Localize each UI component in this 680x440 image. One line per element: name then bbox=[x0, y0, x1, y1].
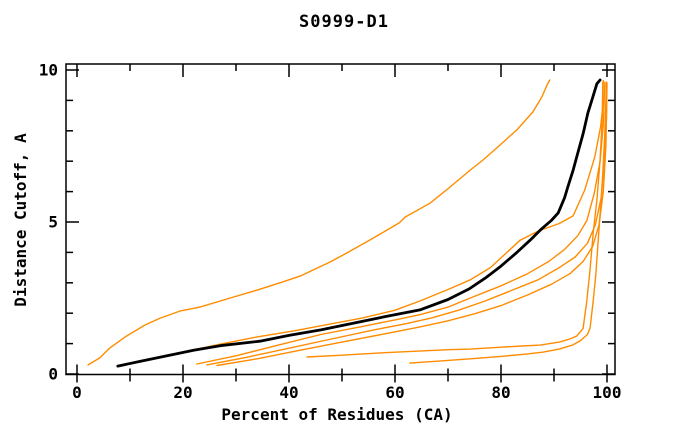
chart-title: S0999-D1 bbox=[299, 12, 389, 32]
data-curves bbox=[87, 78, 608, 368]
axis-ticks bbox=[66, 64, 615, 383]
x-tick-label: 80 bbox=[491, 383, 510, 402]
x-tick-label: 0 bbox=[72, 383, 82, 402]
model-curve-2 bbox=[117, 79, 604, 368]
y-tick-label: 10 bbox=[39, 61, 58, 80]
x-tick-label: 60 bbox=[385, 383, 404, 402]
x-axis-label: Percent of Residues (CA) bbox=[221, 405, 452, 424]
highlighted-model-curve bbox=[116, 78, 602, 368]
x-tick-label: 40 bbox=[279, 383, 298, 402]
plot-border bbox=[65, 63, 616, 376]
x-tick-label: 20 bbox=[173, 383, 192, 402]
y-axis-label: Distance Cutoff, A bbox=[11, 133, 30, 307]
y-tick-label: 0 bbox=[48, 365, 58, 384]
model-curve-flat-1 bbox=[306, 81, 604, 358]
model-curve-3 bbox=[196, 81, 606, 365]
y-tick-label: 5 bbox=[48, 213, 58, 232]
model-curve-steep bbox=[87, 79, 551, 366]
axis-tick-labels: 0 20 40 60 80 100 0 5 10 bbox=[39, 61, 622, 403]
model-curve-flat-2 bbox=[409, 81, 608, 364]
x-tick-label: 100 bbox=[593, 383, 622, 402]
plot-frame bbox=[65, 63, 616, 376]
